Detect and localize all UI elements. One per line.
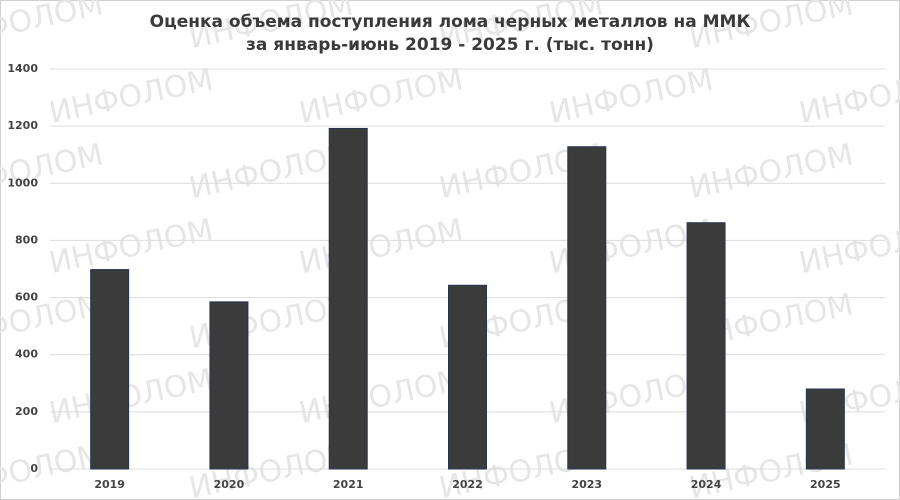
bar	[328, 127, 368, 470]
x-tick-label: 2024	[691, 478, 722, 491]
bar	[448, 284, 487, 470]
y-tick-label: 1000	[7, 176, 38, 189]
bar	[567, 146, 607, 470]
chart-title: Оценка объема поступления лома черных ме…	[150, 12, 751, 32]
y-tick-label: 600	[15, 291, 38, 304]
bar	[686, 222, 726, 470]
y-tick-label: 800	[15, 233, 38, 246]
x-tick-label: 2020	[214, 478, 245, 491]
y-tick-label: 1400	[7, 62, 38, 75]
bar	[209, 301, 249, 470]
y-tick-label: 400	[15, 348, 38, 361]
x-tick-label: 2021	[333, 478, 364, 491]
chart-subtitle: за январь-июнь 2019 - 2025 г. (тыс. тонн…	[246, 35, 654, 55]
x-tick-label: 2025	[810, 478, 841, 491]
bar	[90, 269, 130, 470]
x-tick-label: 2022	[452, 478, 483, 491]
y-tick-label: 1200	[7, 119, 38, 132]
bar	[805, 388, 845, 470]
x-tick-label: 2023	[571, 478, 602, 491]
y-tick-label: 200	[15, 405, 38, 418]
x-tick-label: 2019	[94, 478, 125, 491]
y-tick-label: 0	[30, 462, 38, 475]
